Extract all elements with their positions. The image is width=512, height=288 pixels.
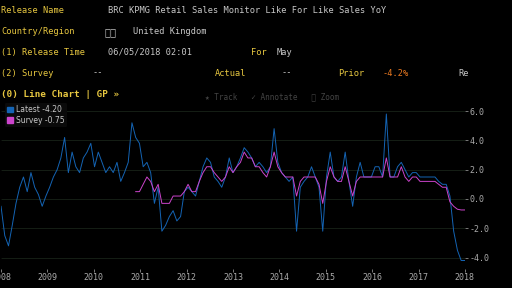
Text: May: May <box>276 48 292 57</box>
Text: For: For <box>251 48 267 57</box>
Text: (2) Survey: (2) Survey <box>1 69 54 77</box>
Text: (0) Line Chart | GP »: (0) Line Chart | GP » <box>1 90 119 99</box>
Text: --: -- <box>92 69 103 77</box>
Text: Prior: Prior <box>338 69 364 77</box>
Text: ★ Track   ✓ Annotate   🔍 Zoom: ★ Track ✓ Annotate 🔍 Zoom <box>205 93 339 102</box>
Legend: Latest -4.20, Survey -0.75: Latest -4.20, Survey -0.75 <box>5 103 67 127</box>
Text: Actual: Actual <box>215 69 247 77</box>
Text: 🇬🇧: 🇬🇧 <box>105 27 117 37</box>
Text: Re: Re <box>458 69 469 77</box>
Text: United Kingdom: United Kingdom <box>133 27 207 36</box>
Text: Country/Region: Country/Region <box>1 27 75 36</box>
Text: BRC KPMG Retail Sales Monitor Like For Like Sales YoY: BRC KPMG Retail Sales Monitor Like For L… <box>108 6 386 15</box>
Text: (1) Release Time: (1) Release Time <box>1 48 85 57</box>
Text: Release Name: Release Name <box>1 6 64 15</box>
Text: 06/05/2018 02:01: 06/05/2018 02:01 <box>108 48 191 57</box>
Text: -4.2%: -4.2% <box>383 69 409 77</box>
Text: --: -- <box>282 69 292 77</box>
